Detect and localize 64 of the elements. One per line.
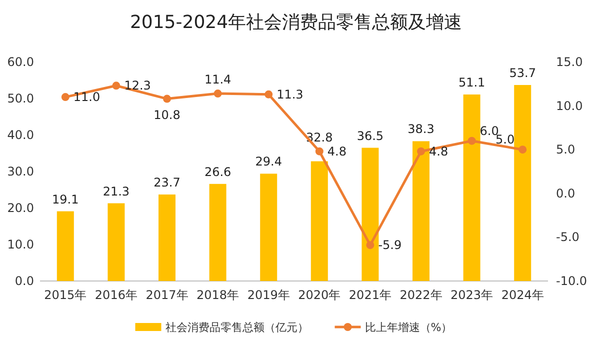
y-tick-label: 0.0 bbox=[14, 274, 34, 288]
point bbox=[264, 90, 273, 98]
data-label: 23.7 bbox=[154, 175, 180, 190]
point bbox=[61, 93, 70, 102]
data-label: 4.8 bbox=[327, 144, 346, 158]
bar bbox=[362, 148, 379, 281]
x-tick-label: 2020年 bbox=[298, 288, 341, 302]
y2-tick-label: 0.0 bbox=[556, 186, 576, 200]
legend-label: 比上年增速（%） bbox=[364, 321, 452, 334]
point bbox=[112, 82, 120, 90]
data-label: 38.3 bbox=[408, 122, 434, 136]
y2-tick-label: 10.0 bbox=[556, 98, 583, 113]
y2-tick-label: -10.0 bbox=[556, 274, 588, 288]
data-label: 21.3 bbox=[102, 184, 130, 198]
x-tick-label: 2019年 bbox=[247, 288, 290, 302]
bar bbox=[209, 184, 226, 281]
y-tick-label: 40.0 bbox=[7, 128, 34, 142]
x-tick-label: 2017年 bbox=[146, 288, 188, 302]
bar bbox=[463, 94, 480, 281]
x-tick-label: 2022年 bbox=[400, 288, 442, 302]
point bbox=[518, 146, 527, 154]
x-tick-label: 2023年 bbox=[450, 288, 494, 302]
data-label: 26.6 bbox=[204, 164, 232, 179]
point bbox=[315, 147, 324, 156]
bar bbox=[158, 194, 176, 281]
y2-tick-label: 5.0 bbox=[556, 142, 576, 157]
data-label: 53.7 bbox=[509, 66, 536, 80]
data-label: 11.3 bbox=[276, 87, 304, 102]
x-tick-label: 2018年 bbox=[196, 288, 240, 302]
bar bbox=[56, 211, 74, 281]
y-tick-label: 20.0 bbox=[7, 201, 34, 215]
data-label: 51.1 bbox=[458, 75, 486, 90]
y-tick-label: 10.0 bbox=[7, 238, 34, 252]
legend-label: 社会消费品零售总额（亿元） bbox=[165, 321, 308, 334]
point bbox=[366, 241, 374, 250]
bar bbox=[412, 141, 430, 281]
data-label: 32.8 bbox=[306, 130, 333, 144]
point bbox=[214, 90, 222, 98]
point bbox=[417, 147, 425, 156]
y-tick-label: 50.0 bbox=[7, 92, 34, 106]
y-tick-label: 60.0 bbox=[7, 55, 34, 69]
data-label: 36.5 bbox=[356, 128, 384, 143]
point bbox=[468, 136, 476, 145]
bar bbox=[260, 174, 278, 281]
chart-title: 2015-2024年社会消费品零售总额及增速 bbox=[130, 12, 462, 33]
data-label: 4.8 bbox=[429, 144, 448, 158]
bar bbox=[108, 203, 125, 281]
bar bbox=[310, 161, 328, 281]
x-tick-label: 2021年 bbox=[348, 288, 392, 302]
data-label: 11.4 bbox=[204, 72, 232, 87]
point bbox=[163, 94, 171, 103]
y2-tick-label: 15.0 bbox=[556, 55, 583, 69]
x-tick-label: 2024年 bbox=[501, 288, 544, 302]
x-tick-label: 2016年 bbox=[94, 288, 138, 302]
data-label: 11.0 bbox=[73, 90, 100, 104]
y2-tick-label: -5.0 bbox=[556, 230, 580, 244]
data-label: 10.8 bbox=[154, 108, 180, 122]
data-label: 12.3 bbox=[124, 78, 151, 93]
data-label: -5.9 bbox=[378, 238, 402, 252]
data-label: 29.4 bbox=[255, 154, 282, 169]
x-tick-label: 2015年 bbox=[44, 288, 87, 302]
y-tick-label: 30.0 bbox=[7, 164, 34, 178]
bar bbox=[514, 84, 532, 281]
data-label: 19.1 bbox=[52, 192, 79, 206]
